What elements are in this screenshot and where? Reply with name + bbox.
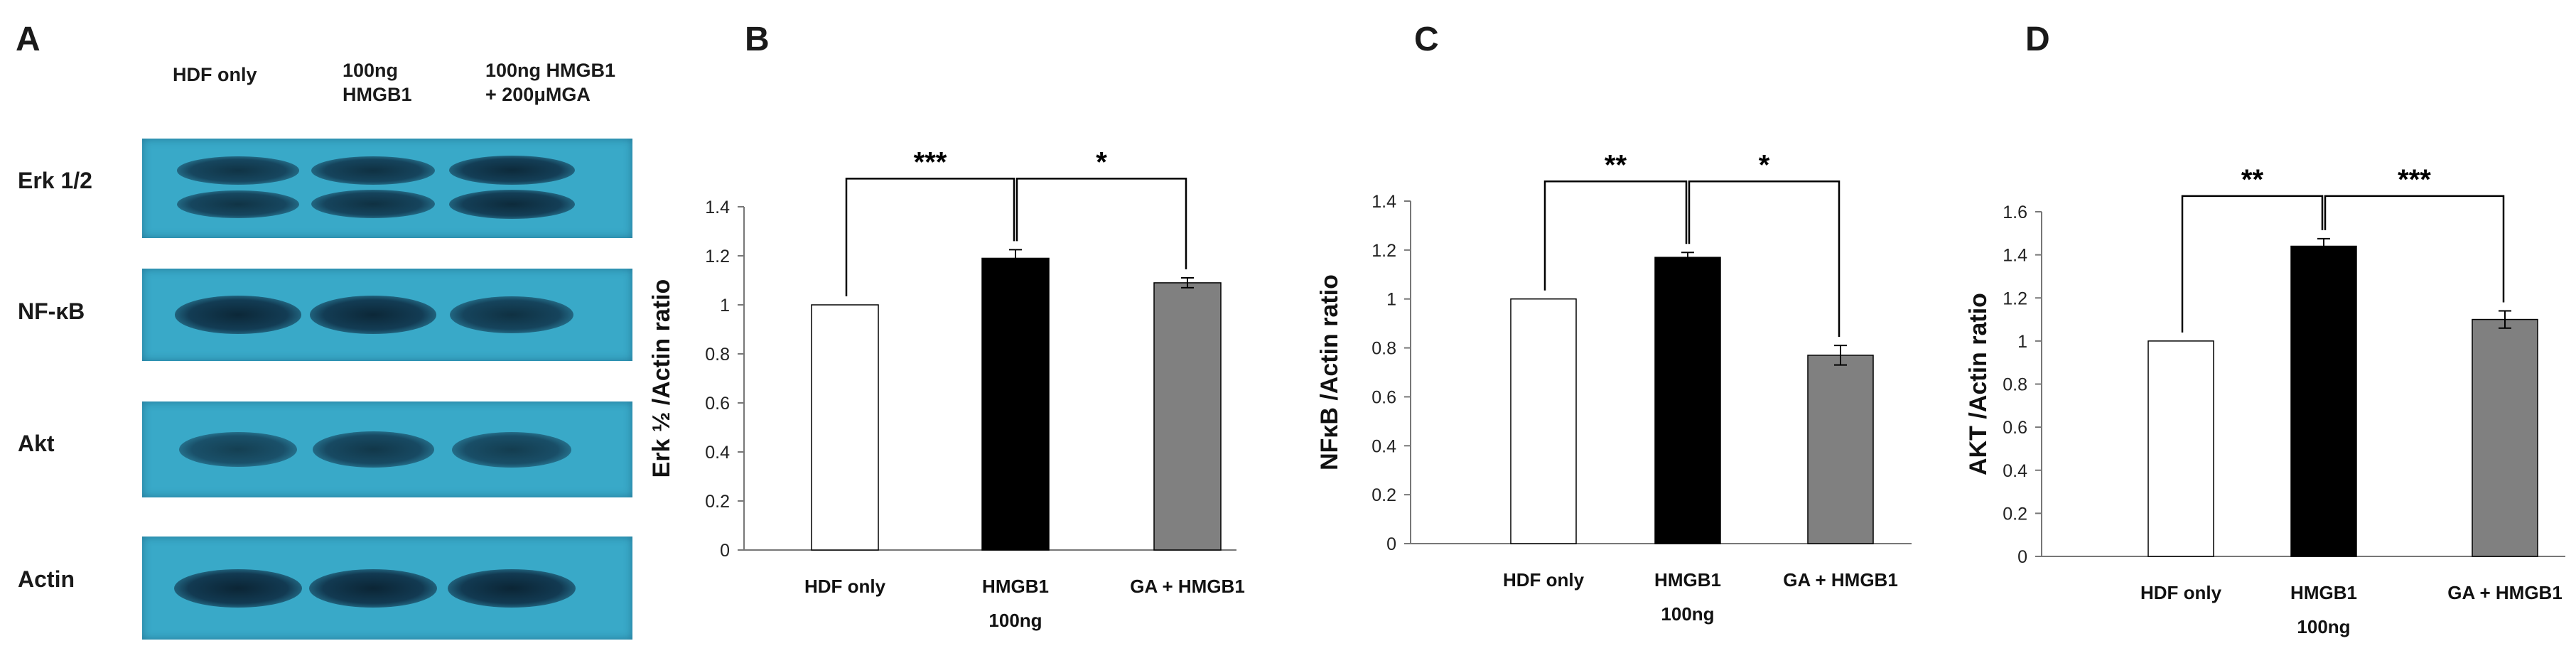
significance-label: ** bbox=[2241, 164, 2264, 195]
blot-band bbox=[178, 431, 298, 468]
panel-letter-d: D bbox=[2025, 21, 2050, 58]
blot-band bbox=[174, 296, 302, 334]
blot-row-label: Actin bbox=[18, 566, 75, 592]
category-label: GA + HMGB1 bbox=[2447, 582, 2562, 603]
category-sublabel: 100ng bbox=[988, 610, 1042, 631]
y-axis-label: Erk ½ /Actin ratio bbox=[648, 279, 675, 478]
blot-band bbox=[174, 568, 302, 608]
bar bbox=[1153, 282, 1222, 551]
y-tick-label: 1.6 bbox=[2003, 203, 2027, 222]
significance-label: *** bbox=[914, 146, 947, 178]
y-tick-label: 0.8 bbox=[2003, 375, 2027, 395]
panel-letter-a: A bbox=[16, 21, 41, 58]
blot-strip bbox=[142, 269, 632, 361]
blot-band bbox=[448, 156, 575, 185]
blot-strip bbox=[142, 401, 632, 497]
bar bbox=[811, 304, 879, 551]
significance-bracket bbox=[1688, 180, 1841, 338]
category-label: HDF only bbox=[804, 576, 886, 597]
bar bbox=[2290, 245, 2357, 557]
significance-bracket bbox=[845, 178, 1015, 296]
y-tick-label: 1.4 bbox=[705, 198, 730, 217]
blot-row-label: NF-κB bbox=[18, 298, 85, 324]
category-label: HDF only bbox=[2140, 582, 2222, 603]
y-tick-label: 1.4 bbox=[2003, 246, 2027, 266]
blot-band bbox=[176, 156, 300, 185]
blot-band bbox=[311, 190, 435, 219]
significance-bracket bbox=[2181, 195, 2324, 333]
blot-band bbox=[309, 568, 437, 608]
y-tick-label: 0.8 bbox=[1371, 339, 1396, 359]
significance-label: ** bbox=[1605, 149, 1627, 180]
blot-row-label: Akt bbox=[18, 431, 55, 456]
bar-chart-akt: 0 0.2 0.4 0.6 0.8 1 1.2 1.4 1.6 AKT /Actin ratio H… bbox=[1965, 164, 2565, 637]
category-label: HMGB1 bbox=[1654, 569, 1721, 591]
y-tick-label: 0 bbox=[1386, 534, 1396, 554]
y-tick-label: 0.8 bbox=[705, 345, 730, 365]
y-tick-label: 0.4 bbox=[705, 443, 730, 463]
blot-lane-header: 100ng HMGB1 bbox=[343, 60, 412, 105]
bar bbox=[1654, 257, 1721, 544]
bar bbox=[2147, 340, 2214, 557]
y-tick-label: 0.6 bbox=[2003, 418, 2027, 438]
significance-label: * bbox=[1096, 146, 1107, 178]
y-tick-label: 1 bbox=[720, 296, 730, 316]
y-tick-label: 1 bbox=[1386, 290, 1396, 310]
y-tick-label: 0.6 bbox=[1371, 387, 1396, 407]
blot-band bbox=[311, 156, 435, 185]
panel-letter-b: B bbox=[745, 21, 770, 58]
blot-strip bbox=[142, 537, 632, 640]
blot-band bbox=[452, 431, 571, 468]
blot-band bbox=[448, 568, 576, 608]
category-sublabel: 100ng bbox=[2297, 616, 2350, 637]
y-axis-label: AKT /Actin ratio bbox=[1965, 293, 1992, 475]
y-axis-label: NFκB /Actin ratio bbox=[1316, 274, 1343, 470]
blot-lane-header: HDF only bbox=[173, 64, 257, 85]
category-label: GA + HMGB1 bbox=[1130, 576, 1245, 597]
blot-band bbox=[448, 189, 575, 219]
significance-bracket bbox=[1543, 180, 1688, 291]
bar bbox=[981, 257, 1050, 551]
blot-row-label: Erk 1/2 bbox=[18, 168, 92, 193]
bar bbox=[2472, 318, 2538, 557]
category-label: HDF only bbox=[1503, 569, 1585, 591]
y-tick-label: 0 bbox=[720, 541, 730, 561]
blot-band bbox=[309, 296, 437, 334]
y-tick-label: 1.4 bbox=[1371, 192, 1396, 212]
bar bbox=[1807, 355, 1874, 544]
panel-letter-c: C bbox=[1414, 21, 1439, 58]
significance-bracket bbox=[1015, 178, 1187, 270]
blot-band bbox=[176, 190, 300, 219]
y-tick-label: 0.2 bbox=[705, 492, 730, 512]
significance-bracket bbox=[2324, 195, 2505, 303]
category-label: HMGB1 bbox=[982, 576, 1049, 597]
y-tick-label: 1.2 bbox=[705, 247, 730, 266]
blot-band bbox=[450, 296, 573, 333]
bar bbox=[1510, 298, 1577, 544]
y-tick-label: 1.2 bbox=[2003, 289, 2027, 308]
blot-lane-header: 100ng HMGB1 + 200μMGA bbox=[485, 60, 616, 105]
category-label: HMGB1 bbox=[2290, 582, 2357, 603]
blot-strip bbox=[142, 139, 632, 238]
y-tick-label: 1 bbox=[2017, 332, 2027, 352]
blot-band bbox=[312, 431, 434, 468]
category-label: GA + HMGB1 bbox=[1783, 569, 1898, 591]
y-tick-label: 0.2 bbox=[1371, 485, 1396, 505]
y-tick-label: 1.2 bbox=[1371, 241, 1396, 261]
bar-chart-nfkb: 0 0.2 0.4 0.6 0.8 1 1.2 1.4 NFκB /Actin ratio HDF… bbox=[1316, 149, 1912, 625]
bar-chart-erk: 0 0.2 0.4 0.6 0.8 1 1.2 1.4 Erk ½ /Actin ratio HD… bbox=[648, 146, 1245, 631]
y-tick-label: 0.2 bbox=[2003, 504, 2027, 524]
y-tick-label: 0.4 bbox=[2003, 461, 2027, 481]
y-tick-label: 0.6 bbox=[705, 394, 730, 414]
category-sublabel: 100ng bbox=[1661, 603, 1714, 625]
significance-label: *** bbox=[2398, 164, 2431, 195]
y-tick-label: 0 bbox=[2017, 547, 2027, 567]
y-tick-label: 0.4 bbox=[1371, 436, 1396, 456]
significance-label: * bbox=[1759, 149, 1770, 180]
